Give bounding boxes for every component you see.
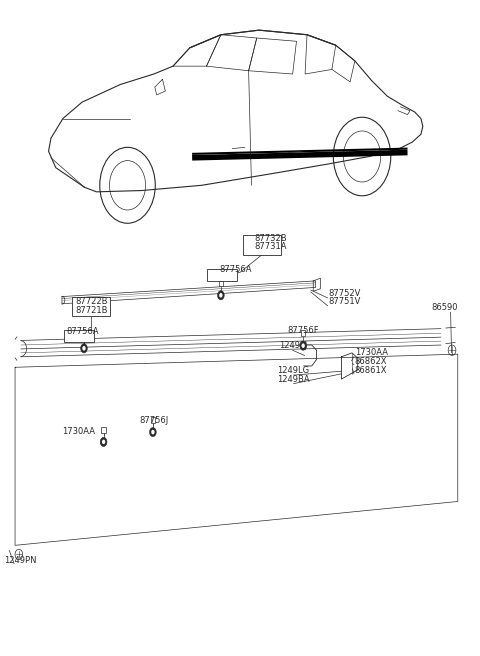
Circle shape <box>217 291 224 300</box>
Text: 87752V: 87752V <box>328 289 361 298</box>
Text: 87756F: 87756F <box>288 325 320 335</box>
Text: 1249BA: 1249BA <box>277 375 310 384</box>
Circle shape <box>301 343 305 348</box>
Text: 86862X: 86862X <box>355 357 387 366</box>
Text: 1249PN: 1249PN <box>4 556 37 565</box>
Circle shape <box>102 440 105 444</box>
Bar <box>243 235 281 255</box>
Bar <box>151 417 155 422</box>
Text: 1730AA: 1730AA <box>355 348 388 357</box>
Text: 86590: 86590 <box>432 303 458 312</box>
Text: 87756A: 87756A <box>67 327 99 336</box>
Circle shape <box>219 293 223 298</box>
Circle shape <box>100 438 107 447</box>
Text: 1249LG: 1249LG <box>277 366 310 375</box>
Bar <box>301 330 305 336</box>
Bar <box>219 281 223 287</box>
Bar <box>82 333 86 338</box>
Text: 87731A: 87731A <box>254 243 287 251</box>
Text: 1730AA: 1730AA <box>62 427 95 436</box>
Text: 87756A: 87756A <box>219 265 252 274</box>
Text: 87722B: 87722B <box>75 297 108 306</box>
Bar <box>207 269 237 281</box>
Text: 86861X: 86861X <box>355 366 387 375</box>
Circle shape <box>82 346 85 350</box>
Circle shape <box>151 430 155 434</box>
Text: 87751V: 87751V <box>328 297 361 306</box>
Text: 87756J: 87756J <box>140 416 169 425</box>
Bar <box>72 297 110 316</box>
Text: 87732B: 87732B <box>254 234 287 243</box>
Circle shape <box>81 344 87 353</box>
Circle shape <box>150 428 156 437</box>
Text: 1249LJ: 1249LJ <box>279 341 307 350</box>
Text: 87721B: 87721B <box>75 306 108 315</box>
Circle shape <box>300 341 307 350</box>
Bar <box>64 330 94 342</box>
Bar <box>101 427 106 433</box>
